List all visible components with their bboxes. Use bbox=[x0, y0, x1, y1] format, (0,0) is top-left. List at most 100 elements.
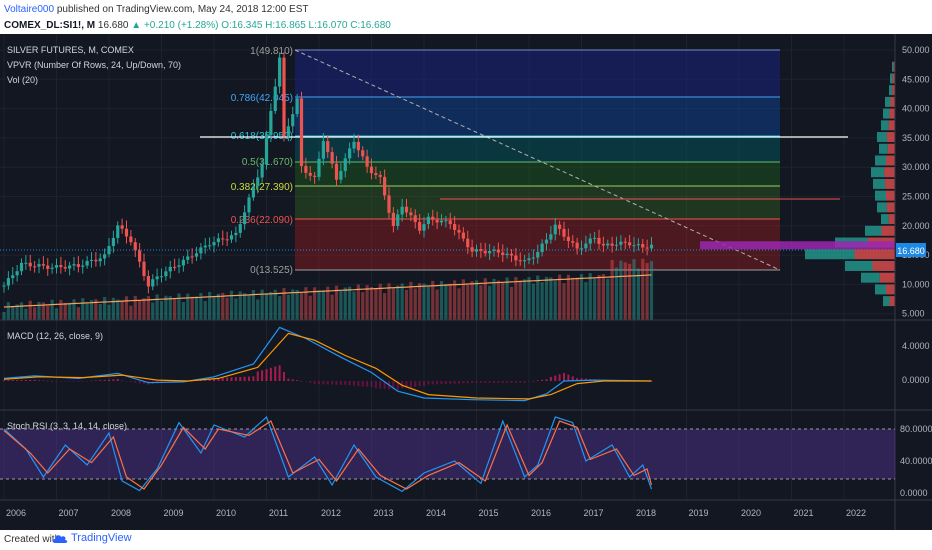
published-text: published on TradingView.com, May 24, 20… bbox=[56, 4, 309, 15]
volume-bar bbox=[632, 259, 636, 320]
macd-histogram-bar bbox=[449, 381, 452, 384]
macd-histogram-bar bbox=[458, 381, 460, 384]
candle-body bbox=[76, 264, 80, 267]
macd-histogram-bar bbox=[466, 381, 469, 384]
volume-bar bbox=[24, 308, 28, 320]
volume-bar bbox=[120, 300, 124, 320]
volume-bar bbox=[418, 283, 422, 320]
volume-bar bbox=[76, 307, 80, 320]
volume-bar bbox=[72, 299, 76, 320]
tradingview-logo[interactable]: TradingView bbox=[52, 532, 132, 544]
volume-bar bbox=[203, 300, 207, 320]
fib-band-1 bbox=[295, 50, 780, 97]
macd-histogram-bar bbox=[230, 377, 233, 381]
macd-histogram-bar bbox=[24, 379, 27, 381]
candle-body bbox=[330, 152, 334, 164]
macd-histogram-bar bbox=[335, 381, 338, 385]
macd-histogram-bar bbox=[484, 381, 487, 383]
macd-histogram-bar bbox=[287, 378, 290, 381]
volume-bar bbox=[466, 284, 470, 320]
vpvr-up-row bbox=[885, 96, 891, 107]
candle-body bbox=[606, 243, 610, 246]
stoch-k-line bbox=[3, 415, 653, 493]
candle-body bbox=[260, 164, 264, 178]
vpvr-down-row bbox=[886, 155, 895, 166]
macd-tick-0: 0.0000 bbox=[902, 375, 930, 385]
macd-histogram-bar bbox=[11, 380, 14, 381]
volume-bar bbox=[278, 296, 282, 320]
volume-bar bbox=[628, 263, 632, 320]
chart-area[interactable]: 1(49.810) 0.786(42.045) 0.618(35.950) 0.… bbox=[0, 34, 932, 530]
candle-body bbox=[378, 175, 382, 177]
chart-svg[interactable]: 1(49.810) 0.786(42.045) 0.618(35.950) 0.… bbox=[0, 34, 932, 530]
macd-histogram-bar bbox=[401, 381, 404, 389]
candle-body bbox=[575, 242, 579, 249]
candle-body bbox=[194, 253, 199, 257]
author-link[interactable]: Voltaire000 bbox=[4, 4, 55, 15]
volume-bar bbox=[549, 277, 553, 320]
candle-body bbox=[269, 111, 273, 136]
macd-histogram-bar bbox=[571, 376, 574, 381]
candle-body bbox=[299, 98, 304, 166]
macd-histogram-bar bbox=[493, 381, 495, 383]
volume-bar bbox=[146, 296, 150, 320]
volume-bar bbox=[28, 300, 32, 320]
volume-bar bbox=[304, 287, 308, 320]
volume-bar bbox=[264, 293, 269, 320]
volume-bar bbox=[470, 281, 474, 320]
macd-histogram-bar bbox=[46, 380, 49, 382]
candle-body bbox=[173, 266, 177, 268]
volume-bar bbox=[614, 267, 619, 320]
macd-histogram-bar bbox=[59, 381, 62, 382]
vpvr-down-row bbox=[888, 214, 895, 225]
candle-body bbox=[597, 237, 601, 244]
candle-body bbox=[453, 224, 457, 231]
price-tick-label: 40.000 bbox=[902, 104, 930, 114]
macd-histogram bbox=[3, 365, 653, 390]
macd-histogram-bar bbox=[318, 381, 320, 385]
volume-bar bbox=[295, 289, 299, 320]
fibonacci-retracement[interactable]: 1(49.810) 0.786(42.045) 0.618(35.950) 0.… bbox=[231, 46, 781, 276]
volume-bar bbox=[229, 290, 234, 320]
macd-histogram-bar bbox=[374, 381, 377, 389]
volume-bar bbox=[610, 259, 614, 320]
macd-histogram-bar bbox=[409, 381, 412, 388]
vpvr-up-row bbox=[890, 73, 893, 84]
macd-histogram-bar bbox=[379, 381, 382, 389]
volume-bar bbox=[601, 274, 605, 320]
volume-bar bbox=[387, 283, 391, 320]
candle-body bbox=[623, 241, 627, 243]
candle-body bbox=[155, 276, 159, 280]
stoch-legend: Stoch RSI (3, 3, 14, 14, close) bbox=[7, 421, 127, 431]
time-tick-label: 2007 bbox=[58, 508, 78, 518]
macd-histogram-bar bbox=[532, 380, 535, 382]
volume-bar bbox=[348, 286, 352, 320]
volume-bar bbox=[391, 287, 395, 320]
volume-bar bbox=[6, 302, 10, 320]
volume-bar bbox=[124, 296, 129, 320]
candle-body bbox=[212, 242, 216, 246]
fib-label-1: 1(49.810) bbox=[250, 46, 293, 57]
volume-bar bbox=[369, 286, 374, 320]
volume-legend: Vol (20) bbox=[7, 75, 38, 85]
volume-bar bbox=[523, 279, 527, 320]
candle-body bbox=[343, 158, 347, 172]
candle-body bbox=[391, 212, 395, 226]
fib-trend-line[interactable] bbox=[294, 49, 781, 271]
candle-body bbox=[286, 126, 290, 137]
volume-bar bbox=[448, 283, 452, 320]
volume-bar bbox=[479, 285, 483, 320]
macd-histogram-bar bbox=[331, 381, 334, 385]
volume-bar bbox=[431, 280, 435, 320]
volume-bar bbox=[199, 292, 203, 320]
volume-bar bbox=[273, 289, 277, 320]
price-axis[interactable]: 50.000 45.000 40.000 35.000 30.000 25.000 20.0… bbox=[902, 45, 930, 319]
volume-bar bbox=[269, 291, 273, 320]
time-axis[interactable]: 2006 2007 2008 2009 2010 2011 2012 2013 2014 2015… bbox=[6, 508, 866, 518]
volume-bar bbox=[173, 299, 177, 320]
volume-bar bbox=[593, 278, 597, 320]
symbol-name: COMEX_DL:SI1!, M bbox=[4, 20, 96, 31]
volume-bar bbox=[256, 299, 260, 320]
vpvr-down-row bbox=[890, 96, 895, 107]
price-tick-label: 50.000 bbox=[902, 45, 930, 55]
